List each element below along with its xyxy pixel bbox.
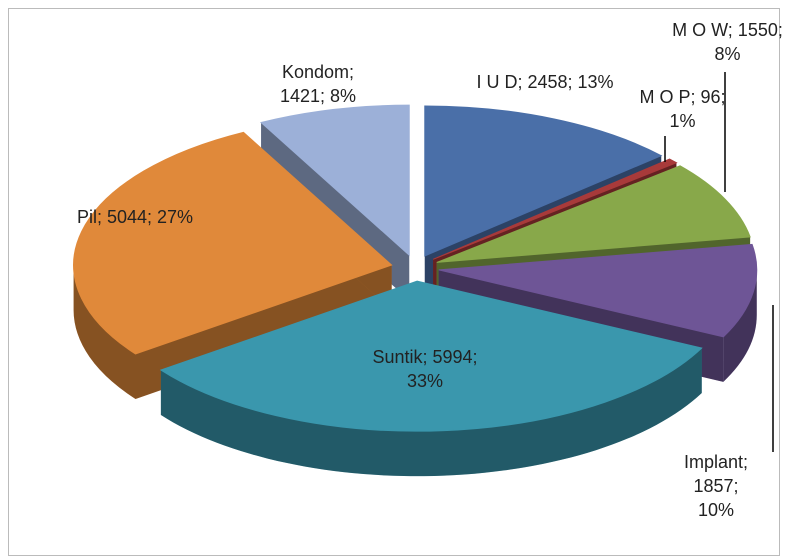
slice xyxy=(432,158,678,260)
slice xyxy=(159,280,703,432)
data-label: Pil; 5044; 27% xyxy=(76,207,194,227)
slice xyxy=(73,131,393,355)
data-label: M O P; 96; 1% xyxy=(639,87,726,131)
slice-outer-wall xyxy=(73,265,136,399)
slice xyxy=(260,104,410,257)
data-label: I U D; 2458; 13% xyxy=(476,72,614,92)
slice xyxy=(438,243,758,338)
slice-outer-wall xyxy=(723,269,757,382)
chart-frame xyxy=(8,8,780,556)
slice-outer-wall-shade xyxy=(160,348,702,477)
slice-outer-wall-shade xyxy=(73,265,136,399)
data-label: Kondom; 1421; 8% xyxy=(279,62,357,106)
data-label: Suntik; 5994; 33% xyxy=(372,347,478,391)
data-label: M O W; 1550; 8% xyxy=(672,20,783,64)
slice xyxy=(436,165,751,263)
data-label: Implant; 1857; 10% xyxy=(683,452,749,520)
slice xyxy=(424,105,663,257)
slice-outer-wall xyxy=(160,348,702,477)
slice-outer-wall-shade xyxy=(723,269,757,382)
